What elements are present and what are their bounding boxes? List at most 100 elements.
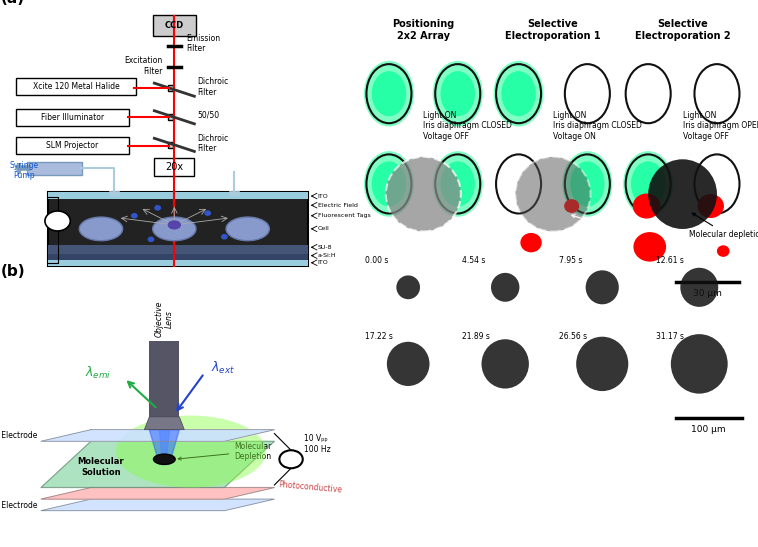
Text: Light ON
Iris diaphragm OPEN
Voltage OFF: Light ON Iris diaphragm OPEN Voltage OFF <box>682 111 758 141</box>
Circle shape <box>718 246 729 256</box>
Text: Cell: Cell <box>318 226 330 231</box>
Circle shape <box>698 195 723 217</box>
Circle shape <box>132 214 137 218</box>
Text: Photoconductive: Photoconductive <box>277 480 342 495</box>
Text: CCD: CCD <box>164 21 184 30</box>
Circle shape <box>521 234 541 252</box>
FancyBboxPatch shape <box>109 191 119 195</box>
Text: (a): (a) <box>1 0 25 5</box>
Text: Selective
Electroporation 1: Selective Electroporation 1 <box>505 19 601 41</box>
Text: $\lambda_{emi}$: $\lambda_{emi}$ <box>85 365 111 381</box>
FancyBboxPatch shape <box>16 109 130 126</box>
Ellipse shape <box>152 217 196 241</box>
Circle shape <box>221 235 227 239</box>
Circle shape <box>45 211 70 231</box>
Text: 31.17 s: 31.17 s <box>656 332 684 341</box>
Circle shape <box>371 71 406 117</box>
Ellipse shape <box>116 416 266 487</box>
Circle shape <box>433 61 483 126</box>
Circle shape <box>433 151 483 217</box>
Ellipse shape <box>586 270 619 304</box>
Text: 12.61 s: 12.61 s <box>656 255 684 265</box>
Ellipse shape <box>576 337 628 391</box>
Circle shape <box>493 61 543 126</box>
Text: Excitation
Filter: Excitation Filter <box>124 56 163 76</box>
Polygon shape <box>41 499 274 511</box>
Text: Positioning
2x2 Array: Positioning 2x2 Array <box>392 19 455 41</box>
Circle shape <box>440 161 475 207</box>
Circle shape <box>562 151 612 217</box>
Ellipse shape <box>491 273 519 302</box>
Text: 50/50: 50/50 <box>198 110 220 119</box>
FancyBboxPatch shape <box>168 85 174 91</box>
Text: Light pattern: Light pattern <box>572 215 638 233</box>
Ellipse shape <box>481 339 529 388</box>
Ellipse shape <box>386 157 461 231</box>
Text: Emission
Filter: Emission Filter <box>186 34 220 54</box>
FancyBboxPatch shape <box>48 254 308 260</box>
FancyBboxPatch shape <box>152 15 196 36</box>
Circle shape <box>155 206 161 210</box>
Text: Bottom Electrode: Bottom Electrode <box>0 501 38 509</box>
Circle shape <box>205 211 211 215</box>
Polygon shape <box>41 441 274 487</box>
Circle shape <box>631 161 666 207</box>
Text: 0.00 s: 0.00 s <box>365 255 388 265</box>
FancyBboxPatch shape <box>16 78 136 95</box>
Ellipse shape <box>80 217 123 241</box>
Text: Molecular
Depletion: Molecular Depletion <box>178 442 272 461</box>
Ellipse shape <box>515 157 590 231</box>
Text: Electric Field: Electric Field <box>318 203 358 208</box>
Polygon shape <box>144 417 184 430</box>
Text: SLM Projector: SLM Projector <box>46 141 99 150</box>
Circle shape <box>623 151 673 217</box>
Text: Objective
Lens: Objective Lens <box>155 301 174 337</box>
Ellipse shape <box>387 342 430 386</box>
FancyBboxPatch shape <box>230 191 240 195</box>
Text: Molecular depletion: Molecular depletion <box>689 213 758 239</box>
Text: Dichroic
Filter: Dichroic Filter <box>198 77 229 97</box>
Text: Selective
Electroporation 2: Selective Electroporation 2 <box>634 19 731 41</box>
Ellipse shape <box>168 220 181 230</box>
Text: 100 μm: 100 μm <box>691 424 726 434</box>
Polygon shape <box>41 430 274 441</box>
Ellipse shape <box>226 217 269 241</box>
Text: ITO: ITO <box>318 260 328 265</box>
FancyBboxPatch shape <box>48 192 308 266</box>
FancyBboxPatch shape <box>48 192 308 199</box>
Text: SU-8: SU-8 <box>318 245 332 250</box>
Text: ITO: ITO <box>318 194 328 199</box>
Polygon shape <box>149 430 180 464</box>
Circle shape <box>440 71 475 117</box>
Ellipse shape <box>396 276 420 299</box>
Text: 7.95 s: 7.95 s <box>559 255 582 265</box>
Circle shape <box>634 233 666 261</box>
Text: Molecular
Solution: Molecular Solution <box>77 457 124 476</box>
Circle shape <box>634 194 659 218</box>
Text: Top Electrode: Top Electrode <box>0 431 38 440</box>
Circle shape <box>364 151 414 217</box>
Text: 17.22 s: 17.22 s <box>365 332 393 341</box>
Circle shape <box>565 200 578 212</box>
Text: Light ON
Iris diaphragm CLOSED
Voltage OFF: Light ON Iris diaphragm CLOSED Voltage O… <box>423 111 512 141</box>
Ellipse shape <box>680 268 719 307</box>
Polygon shape <box>159 430 169 464</box>
Text: Fiber Illuminator: Fiber Illuminator <box>41 113 104 123</box>
FancyBboxPatch shape <box>27 162 82 174</box>
Text: Light ON
Iris diaphragm CLOSED
Voltage ON: Light ON Iris diaphragm CLOSED Voltage O… <box>553 111 642 141</box>
Ellipse shape <box>648 159 717 229</box>
Polygon shape <box>41 487 274 499</box>
Text: Fluorescent Tags: Fluorescent Tags <box>318 213 371 218</box>
FancyBboxPatch shape <box>16 137 130 154</box>
Ellipse shape <box>154 454 175 464</box>
Circle shape <box>280 450 302 468</box>
Text: AC: AC <box>286 456 296 462</box>
Text: Dichroic
Filter: Dichroic Filter <box>198 134 229 153</box>
Ellipse shape <box>671 334 728 394</box>
Circle shape <box>371 161 406 207</box>
Text: 21.89 s: 21.89 s <box>462 332 490 341</box>
Circle shape <box>364 61 414 126</box>
FancyBboxPatch shape <box>155 158 194 176</box>
Circle shape <box>501 71 536 117</box>
Text: (b): (b) <box>1 264 26 280</box>
